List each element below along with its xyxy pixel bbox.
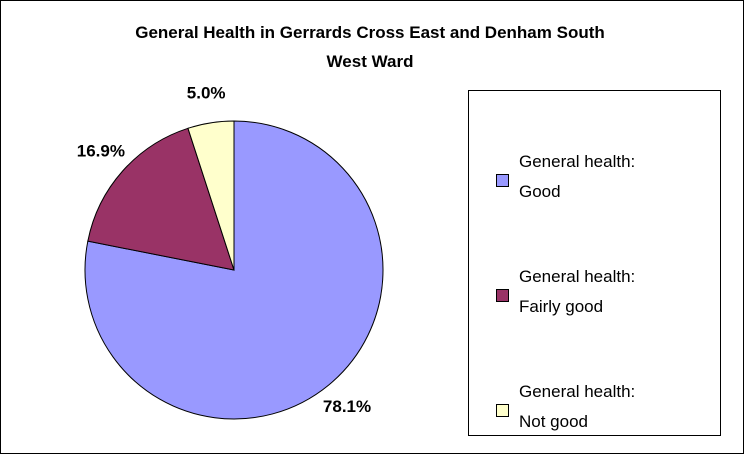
legend-swatch [496,289,509,302]
data-label: 5.0% [187,84,226,103]
legend-label: General health: Not good [519,382,636,431]
legend-label: General health: Good [519,152,636,201]
legend-swatch [496,404,509,417]
pie-slice [187,120,235,271]
data-label: 78.1% [323,397,371,416]
legend-label: General health: Fairly good [519,267,636,316]
chart-title: General Health in Gerrards Cross East an… [135,23,605,71]
pie-slice [87,127,235,271]
legend-box [468,90,721,436]
data-label: 16.9% [77,141,125,160]
legend-swatch [496,174,509,187]
